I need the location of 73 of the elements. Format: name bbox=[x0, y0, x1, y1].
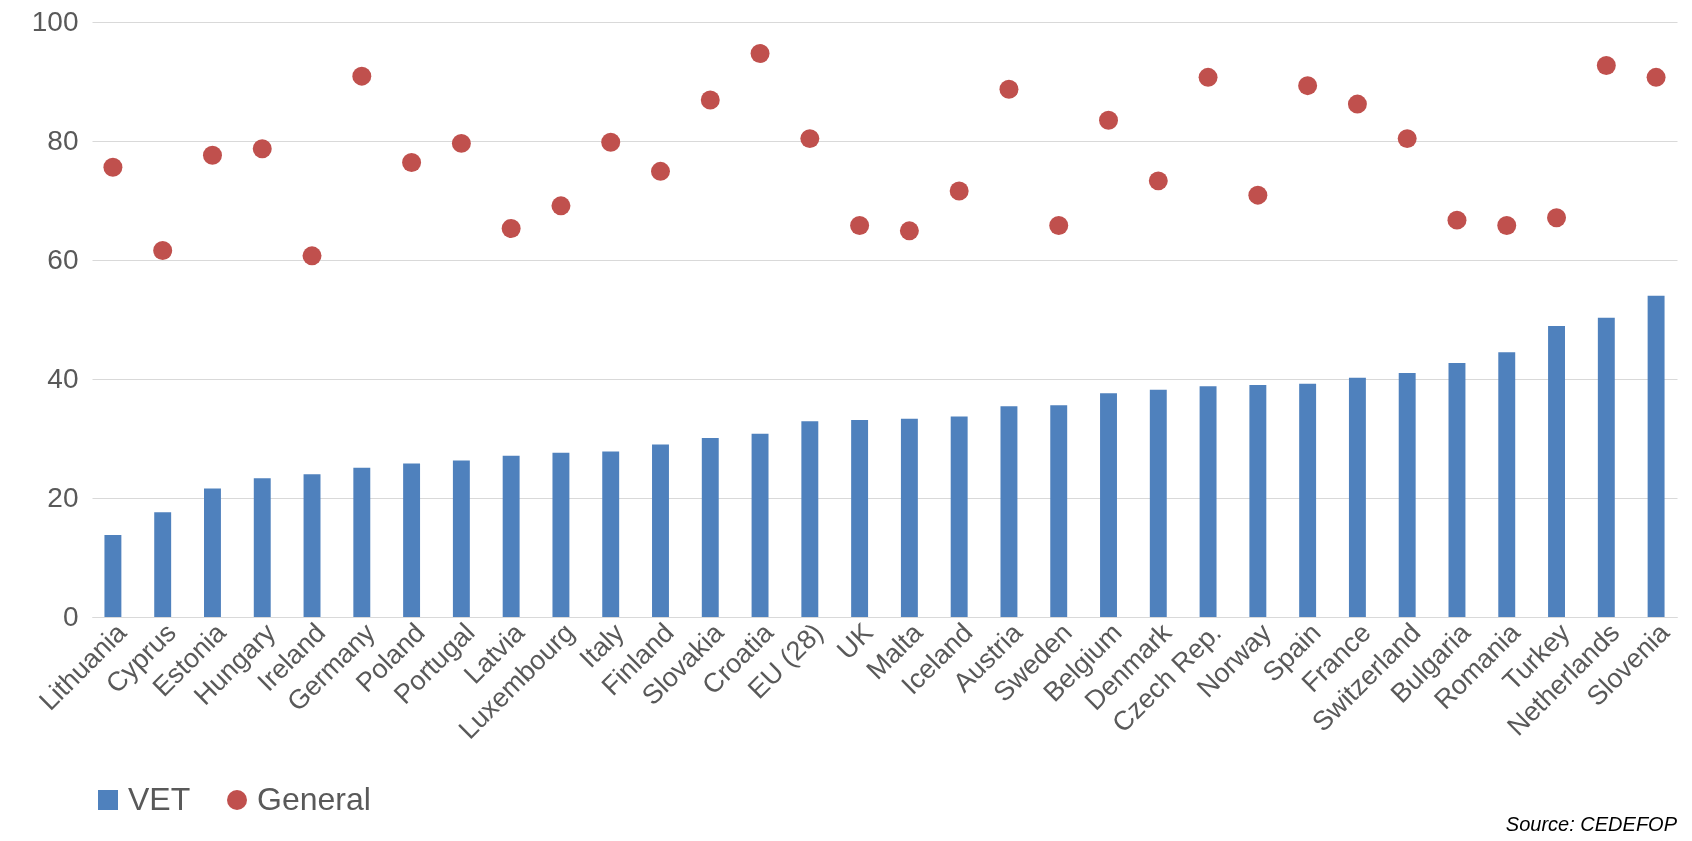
bar bbox=[1000, 406, 1018, 617]
bar bbox=[1548, 326, 1565, 617]
point bbox=[1447, 210, 1467, 230]
legend-label: General bbox=[257, 781, 371, 817]
point bbox=[949, 181, 969, 201]
point bbox=[1298, 76, 1318, 96]
bar bbox=[851, 420, 869, 617]
y-tick-label: 100 bbox=[31, 5, 79, 37]
bar bbox=[1100, 393, 1117, 617]
point bbox=[750, 44, 770, 63]
bar bbox=[751, 433, 769, 617]
point bbox=[601, 132, 621, 152]
bar bbox=[900, 418, 918, 617]
point bbox=[651, 161, 670, 181]
bar bbox=[502, 455, 520, 617]
point bbox=[1547, 208, 1567, 228]
bar bbox=[1050, 405, 1068, 617]
bar bbox=[602, 451, 620, 617]
bar bbox=[801, 421, 819, 617]
legend-label: VET bbox=[128, 781, 191, 817]
point bbox=[700, 90, 720, 110]
bar bbox=[1149, 389, 1167, 617]
bar bbox=[452, 460, 470, 617]
point bbox=[1198, 67, 1218, 87]
bar bbox=[652, 444, 669, 617]
bar bbox=[1597, 317, 1615, 617]
point bbox=[1248, 185, 1268, 205]
bar bbox=[1448, 362, 1466, 617]
bar bbox=[950, 416, 968, 617]
y-tick-label: 0 bbox=[62, 600, 79, 632]
point bbox=[103, 157, 123, 177]
bar bbox=[1249, 384, 1267, 617]
bar bbox=[204, 488, 221, 617]
y-tick-label: 40 bbox=[47, 362, 79, 394]
point bbox=[551, 196, 571, 216]
point bbox=[850, 216, 870, 235]
bar bbox=[104, 534, 122, 617]
point bbox=[800, 129, 820, 149]
bar bbox=[253, 478, 271, 617]
bar bbox=[1647, 295, 1665, 617]
bar bbox=[1299, 383, 1317, 617]
bar bbox=[154, 512, 172, 617]
bar bbox=[303, 474, 321, 617]
point bbox=[1347, 94, 1367, 114]
point bbox=[1497, 216, 1517, 235]
y-tick-label: 80 bbox=[47, 124, 79, 156]
point bbox=[501, 219, 521, 238]
point bbox=[252, 139, 272, 159]
point bbox=[402, 152, 422, 172]
point bbox=[1049, 216, 1069, 235]
point bbox=[451, 133, 471, 153]
bar bbox=[552, 452, 570, 617]
y-tick-label: 20 bbox=[47, 481, 79, 513]
point bbox=[899, 221, 919, 241]
point bbox=[1397, 129, 1417, 149]
point bbox=[1596, 55, 1616, 75]
point bbox=[153, 241, 173, 260]
point bbox=[1099, 110, 1118, 130]
point bbox=[202, 145, 222, 165]
bar bbox=[353, 467, 371, 617]
bar bbox=[701, 437, 719, 617]
y-tick-label: 60 bbox=[47, 243, 79, 275]
point bbox=[999, 79, 1019, 99]
point bbox=[1148, 171, 1168, 191]
point bbox=[302, 246, 322, 266]
source-note: Source: CEDEFOP bbox=[1505, 813, 1678, 835]
bar bbox=[1398, 373, 1416, 617]
bar bbox=[1348, 377, 1366, 617]
bar bbox=[1199, 386, 1217, 617]
point bbox=[1646, 67, 1666, 87]
point bbox=[352, 66, 372, 86]
bar bbox=[1498, 352, 1516, 617]
bar bbox=[403, 463, 421, 617]
